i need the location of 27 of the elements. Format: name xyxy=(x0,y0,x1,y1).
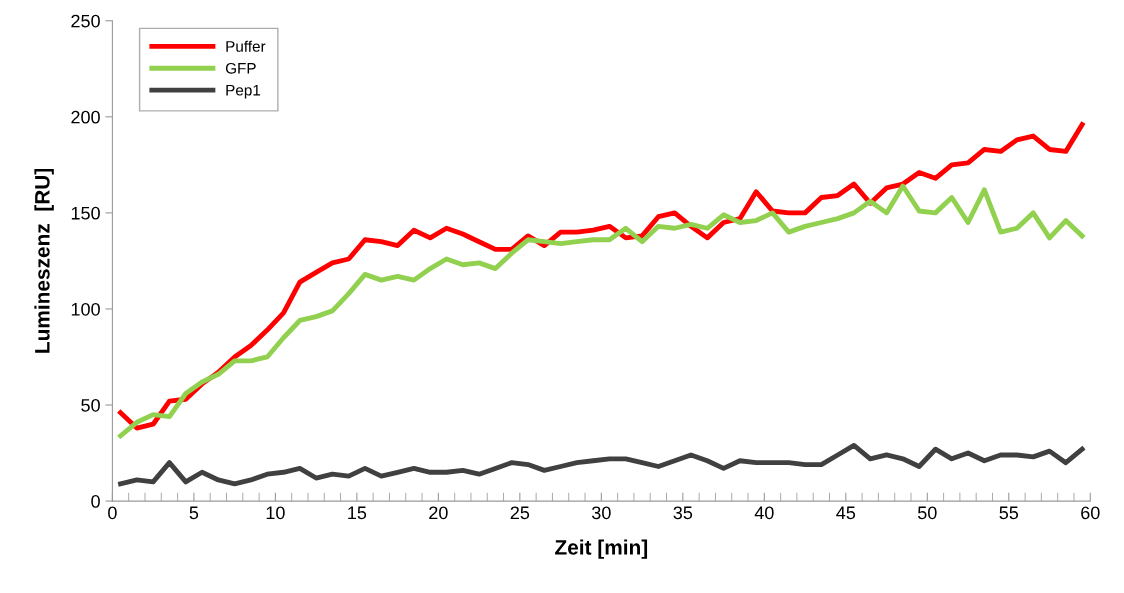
x-tick-label: 50 xyxy=(917,506,937,520)
legend-label: GFP xyxy=(225,62,256,74)
y-axis-title: Lumineszenz [RU] xyxy=(34,168,54,353)
x-axis-title: Zeit [min] xyxy=(555,539,648,559)
x-tick-label: 10 xyxy=(266,506,285,520)
x-tick-label: 60 xyxy=(1081,506,1100,520)
x-tick-label: 0 xyxy=(108,506,117,520)
y-tick-label: 0 xyxy=(91,495,100,508)
line-series xyxy=(118,183,1085,439)
x-tick-label: 15 xyxy=(348,506,367,520)
legend-label: Puffer xyxy=(226,40,266,52)
y-tick-label: 100 xyxy=(71,302,100,316)
x-tick-label: 5 xyxy=(189,506,199,520)
y-tick-label: 200 xyxy=(71,110,100,124)
line-series xyxy=(118,442,1085,487)
line-series xyxy=(118,122,1085,431)
x-tick-label: 30 xyxy=(591,506,611,520)
y-tick-label: 50 xyxy=(81,398,100,412)
x-tick-label: 35 xyxy=(673,506,693,520)
x-tick-label: 45 xyxy=(836,506,856,520)
y-tick-label: 250 xyxy=(71,14,100,28)
x-tick-label: 55 xyxy=(999,506,1019,520)
y-tick-label: 150 xyxy=(71,206,100,220)
x-tick-label: 40 xyxy=(754,506,774,520)
x-tick-label: 20 xyxy=(429,506,448,520)
x-tick-label: 25 xyxy=(510,506,530,520)
legend-label: Pep1 xyxy=(226,84,261,99)
